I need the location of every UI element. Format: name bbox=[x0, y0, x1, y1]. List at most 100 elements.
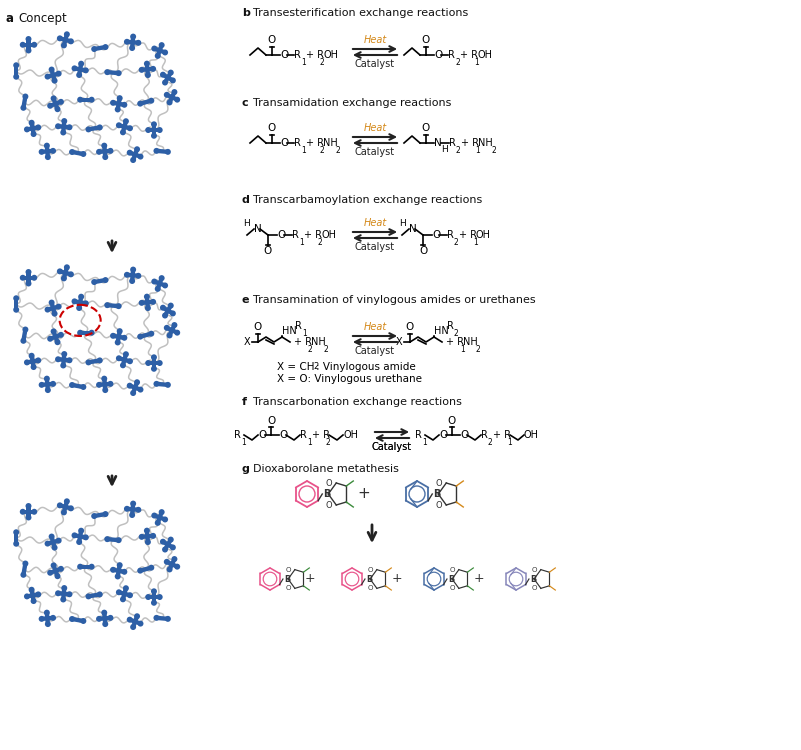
Circle shape bbox=[160, 538, 166, 544]
Text: R: R bbox=[481, 430, 488, 440]
Text: O: O bbox=[432, 230, 441, 240]
Circle shape bbox=[77, 97, 83, 103]
Circle shape bbox=[154, 381, 159, 387]
Text: O: O bbox=[531, 585, 537, 591]
Polygon shape bbox=[30, 356, 36, 368]
Circle shape bbox=[129, 45, 135, 51]
Text: O: O bbox=[449, 585, 455, 591]
Text: HN: HN bbox=[434, 326, 449, 336]
Polygon shape bbox=[151, 591, 156, 603]
Polygon shape bbox=[131, 616, 139, 628]
Circle shape bbox=[151, 512, 157, 518]
Polygon shape bbox=[74, 66, 87, 73]
Circle shape bbox=[71, 532, 78, 538]
Polygon shape bbox=[51, 98, 59, 110]
Polygon shape bbox=[162, 540, 174, 549]
Polygon shape bbox=[14, 65, 18, 76]
Circle shape bbox=[157, 594, 163, 600]
Polygon shape bbox=[26, 358, 38, 364]
Text: 1: 1 bbox=[299, 238, 304, 247]
Polygon shape bbox=[26, 592, 38, 598]
Polygon shape bbox=[71, 150, 84, 156]
Text: Catalyst: Catalyst bbox=[372, 442, 412, 452]
Circle shape bbox=[138, 386, 143, 392]
Polygon shape bbox=[42, 148, 54, 154]
Text: 2: 2 bbox=[320, 58, 324, 67]
Text: 1: 1 bbox=[307, 438, 312, 447]
Circle shape bbox=[24, 127, 30, 133]
Text: Transcarbonation exchange reactions: Transcarbonation exchange reactions bbox=[253, 397, 462, 407]
Circle shape bbox=[145, 305, 151, 311]
Circle shape bbox=[107, 148, 114, 154]
Text: Catalyst: Catalyst bbox=[372, 442, 412, 452]
Circle shape bbox=[96, 616, 102, 622]
Polygon shape bbox=[71, 382, 84, 389]
Text: NH: NH bbox=[478, 138, 493, 148]
Circle shape bbox=[51, 310, 58, 316]
Polygon shape bbox=[62, 34, 69, 46]
Circle shape bbox=[144, 294, 150, 300]
Circle shape bbox=[89, 97, 95, 103]
Circle shape bbox=[134, 146, 140, 152]
Circle shape bbox=[116, 356, 122, 362]
Circle shape bbox=[164, 559, 170, 565]
Circle shape bbox=[130, 157, 136, 163]
Text: b: b bbox=[242, 8, 250, 18]
Circle shape bbox=[13, 62, 19, 68]
Circle shape bbox=[26, 36, 31, 42]
Text: + R: + R bbox=[294, 337, 312, 347]
Polygon shape bbox=[42, 382, 54, 387]
Circle shape bbox=[47, 336, 53, 342]
Circle shape bbox=[86, 359, 91, 365]
Circle shape bbox=[71, 65, 78, 71]
Polygon shape bbox=[42, 616, 54, 621]
Text: O: O bbox=[264, 246, 272, 256]
Circle shape bbox=[155, 286, 161, 292]
Text: 1: 1 bbox=[301, 58, 306, 67]
Text: O: O bbox=[267, 416, 275, 426]
Circle shape bbox=[139, 534, 145, 540]
Text: 2: 2 bbox=[324, 345, 328, 354]
Polygon shape bbox=[129, 384, 141, 392]
Text: OH: OH bbox=[524, 430, 539, 440]
Circle shape bbox=[104, 302, 111, 308]
Text: R: R bbox=[447, 321, 454, 331]
Circle shape bbox=[103, 621, 108, 627]
Polygon shape bbox=[115, 98, 122, 109]
Circle shape bbox=[76, 539, 83, 545]
Polygon shape bbox=[156, 148, 168, 154]
Circle shape bbox=[86, 593, 91, 599]
Circle shape bbox=[76, 72, 83, 78]
Text: O: O bbox=[277, 230, 285, 240]
Text: H: H bbox=[244, 218, 251, 227]
Circle shape bbox=[51, 544, 58, 550]
Text: OH: OH bbox=[321, 230, 336, 240]
Circle shape bbox=[96, 382, 102, 388]
Circle shape bbox=[35, 592, 41, 598]
Circle shape bbox=[61, 509, 67, 515]
Polygon shape bbox=[151, 357, 156, 369]
Text: O: O bbox=[258, 430, 266, 440]
Circle shape bbox=[174, 330, 180, 336]
Text: 2: 2 bbox=[318, 238, 323, 247]
Circle shape bbox=[154, 615, 159, 621]
Circle shape bbox=[69, 616, 75, 622]
Circle shape bbox=[145, 539, 151, 545]
Text: Catalyst: Catalyst bbox=[355, 346, 395, 356]
Text: O: O bbox=[280, 138, 288, 148]
Circle shape bbox=[117, 562, 123, 568]
Circle shape bbox=[22, 326, 28, 332]
Circle shape bbox=[101, 142, 107, 148]
Polygon shape bbox=[115, 331, 122, 343]
Text: Catalyst: Catalyst bbox=[355, 242, 395, 252]
Text: O: O bbox=[419, 246, 427, 256]
Text: d: d bbox=[242, 195, 250, 205]
Polygon shape bbox=[127, 507, 139, 512]
Polygon shape bbox=[113, 568, 125, 574]
Polygon shape bbox=[58, 124, 70, 130]
Circle shape bbox=[127, 382, 133, 388]
Polygon shape bbox=[119, 590, 131, 597]
Circle shape bbox=[162, 50, 168, 55]
Polygon shape bbox=[22, 43, 34, 47]
Text: Transamination of vinylogous amides or urethanes: Transamination of vinylogous amides or u… bbox=[253, 295, 536, 305]
